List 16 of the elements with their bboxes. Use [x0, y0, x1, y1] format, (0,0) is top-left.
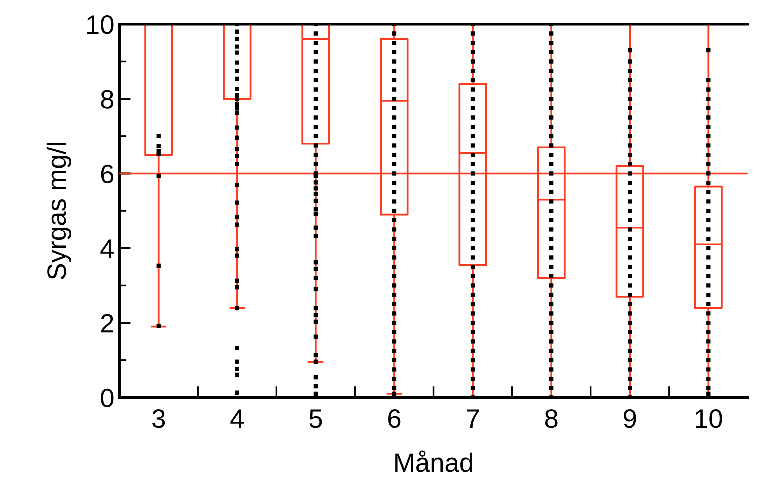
- x-axis-title: Månad: [396, 450, 472, 472]
- y-tick-label: 6: [101, 164, 114, 184]
- y-tick-label: 0: [101, 388, 114, 408]
- x-tick-label: 3: [152, 410, 166, 428]
- x-tick-label: 10: [696, 410, 722, 428]
- x-tick-label: 7: [467, 410, 480, 428]
- x-tick-label: 9: [624, 410, 636, 428]
- y-tick-label: 8: [101, 90, 114, 109]
- y-tick-label: 4: [100, 240, 114, 258]
- y-tick-label: 10: [87, 16, 114, 34]
- x-tick-label: 5: [310, 410, 322, 428]
- x-tick-label: 6: [388, 410, 401, 428]
- y-axis-title: Syrgas mg/l: [46, 143, 72, 280]
- y-tick-label: 2: [101, 314, 114, 333]
- x-tick-label: 4: [230, 410, 244, 428]
- x-tick-label: 8: [545, 410, 558, 428]
